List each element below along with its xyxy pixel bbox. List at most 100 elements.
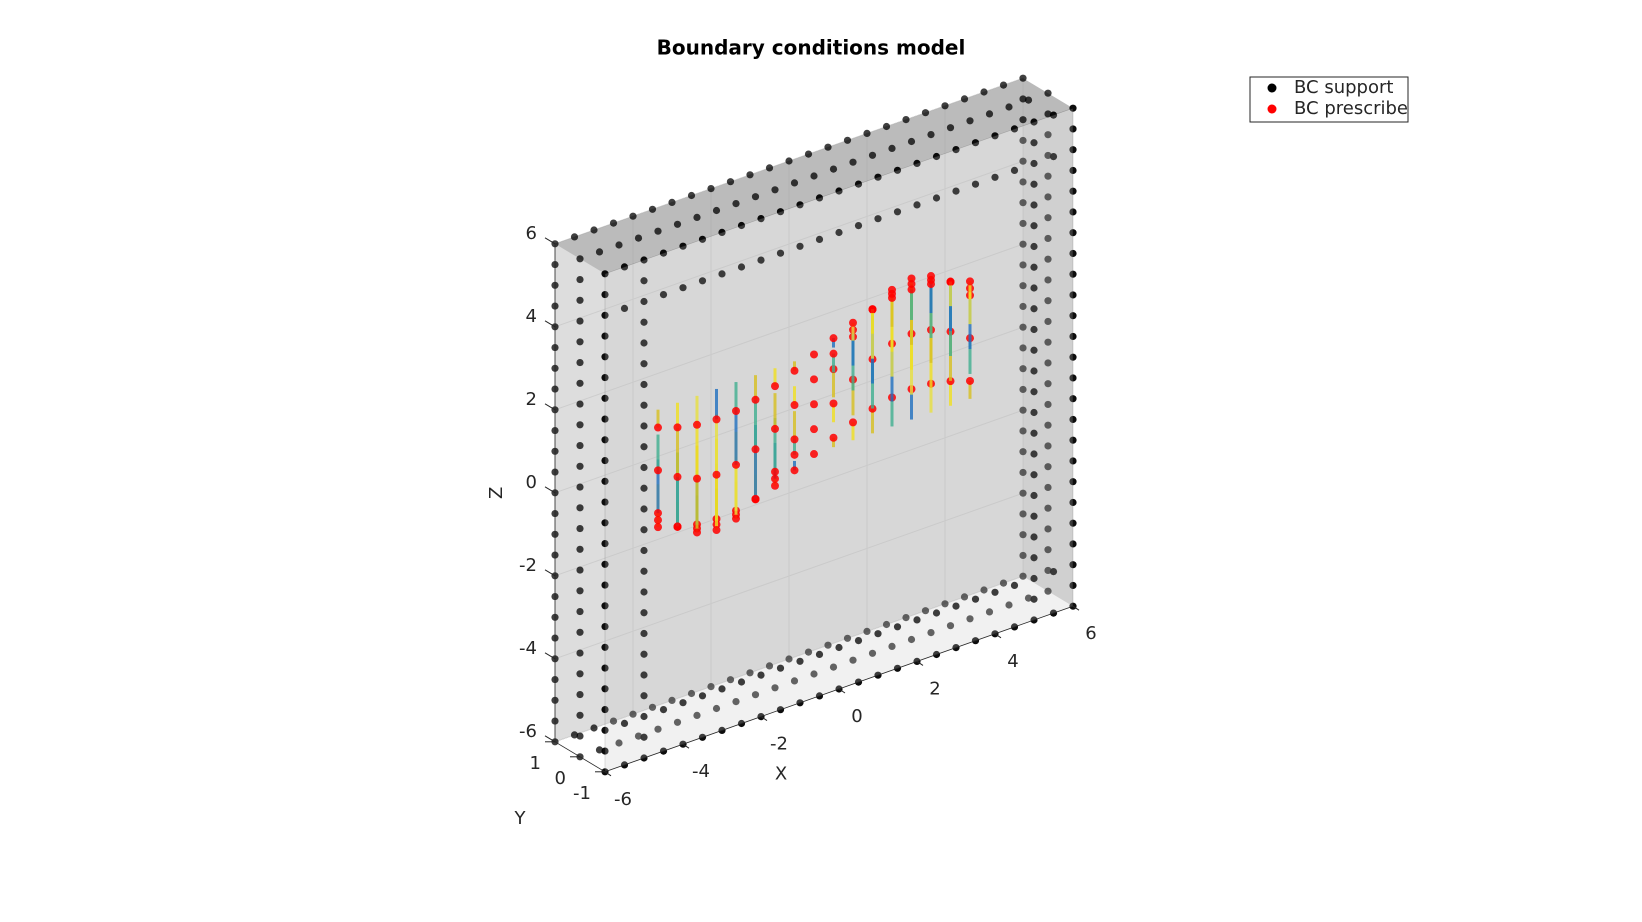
bc-support-point: [595, 248, 604, 256]
bc-support-point: [640, 526, 648, 534]
bc-support-point: [576, 587, 584, 595]
bc-support-point: [640, 712, 648, 721]
bc-prescribe-point: [712, 415, 721, 424]
bc-support-point: [829, 165, 838, 173]
bc-support-point: [601, 477, 609, 485]
bc-support-point: [1030, 367, 1038, 375]
bc-support-point: [634, 732, 643, 740]
x-tick: [1072, 605, 1080, 611]
bc-prescribe-point: [868, 305, 877, 314]
bc-support-point: [1030, 159, 1038, 168]
bc-support-point: [1044, 255, 1052, 263]
bc-prescribe-point: [654, 466, 662, 475]
bc-support-point: [927, 629, 935, 637]
bc-prescribe-point: [771, 382, 779, 391]
bc-prescribe-point: [673, 423, 682, 432]
z-tick-label: 0: [526, 472, 537, 493]
bc-support-point: [1069, 249, 1077, 258]
bc-support-point: [570, 731, 579, 739]
bc-support-point: [991, 173, 999, 181]
grid-line: [554, 492, 1024, 660]
bc-support-point: [640, 692, 648, 700]
bc-support-point: [640, 671, 648, 679]
bc-support-point: [576, 545, 584, 553]
chart-title: Boundary conditions model: [657, 36, 966, 60]
bc-support-point: [746, 669, 754, 677]
bc-support-point: [1030, 408, 1038, 417]
bc-support-point: [1019, 323, 1027, 331]
bc-support-point: [1030, 222, 1038, 230]
bc-support-point: [1069, 581, 1077, 590]
bc-prescribe-point: [673, 472, 682, 481]
bc-prescribe-point: [907, 279, 916, 288]
bc-support-point: [893, 208, 902, 216]
bc-support-point: [576, 338, 584, 346]
bc-support-point: [640, 339, 648, 347]
bc-prescribe-point: [790, 466, 799, 475]
bc-prescribe-point: [693, 528, 701, 537]
bc-support-point: [907, 635, 916, 644]
bc-support-point: [679, 242, 687, 250]
bc-support-point: [640, 443, 648, 451]
bc-support-point: [1069, 125, 1077, 133]
bc-support-point: [718, 685, 726, 693]
bc-prescribe-point: [654, 423, 662, 432]
bc-support-point: [1019, 572, 1027, 580]
bc-support-point: [601, 705, 609, 714]
bc-support-point: [771, 186, 779, 194]
bc-support-point: [640, 567, 648, 575]
bc-support-point: [1069, 146, 1077, 154]
bc-support-point: [576, 566, 584, 574]
bc-support-point: [601, 685, 609, 693]
bc-support-point: [1044, 214, 1052, 222]
z-tick-label: 6: [526, 223, 537, 244]
bc-support-point: [1044, 317, 1052, 326]
bc-support-point: [757, 215, 765, 223]
bc-support-point: [785, 655, 793, 663]
bc-support-point: [874, 173, 882, 181]
bc-support-point: [849, 656, 857, 664]
bc-support-point: [1069, 415, 1077, 424]
bc-support-point: [966, 615, 974, 623]
bc-prescribe-point: [868, 404, 877, 413]
bc-support-point: [1069, 353, 1077, 361]
z-tick: [544, 735, 556, 743]
bc-support-point: [1019, 551, 1027, 560]
bc-support-point: [601, 353, 609, 361]
bc-support-point: [640, 733, 648, 741]
bc-support-point: [1005, 103, 1013, 111]
bc-prescribe-point: [732, 406, 740, 415]
bc-support-point: [634, 234, 643, 242]
grid-line: [554, 409, 1024, 577]
bc-support-point: [815, 194, 824, 202]
x-tick: [994, 633, 1002, 639]
bc-prescribe-point: [829, 334, 838, 343]
y-tick-label: 0: [555, 768, 566, 789]
bc-support-point: [1069, 498, 1077, 507]
bc-support-point: [640, 463, 648, 472]
bc-support-point: [1024, 96, 1033, 104]
x-tick-label: 2: [929, 678, 940, 699]
bc-support-point: [698, 692, 707, 700]
bc-support-point: [1069, 270, 1077, 278]
bc-support-point: [601, 270, 609, 278]
bc-support-point: [1019, 468, 1027, 477]
grid-line: [554, 243, 1024, 411]
bc-prescribe-point: [946, 277, 955, 286]
bc-support-point: [1019, 219, 1027, 228]
bc-support-point: [1044, 234, 1052, 243]
bc-support-point: [654, 227, 662, 235]
bc-support-point: [732, 698, 740, 706]
bc-support-point: [601, 311, 609, 319]
bc-support-point: [1024, 594, 1033, 602]
bc-support-point: [698, 277, 707, 285]
bc-support-point: [590, 226, 598, 234]
bc-support-point: [576, 358, 584, 367]
bc-support-point: [927, 131, 935, 139]
bc-prescribe-point: [907, 274, 916, 283]
bc-prescribe-point: [849, 318, 857, 327]
z-tick-label: 2: [526, 389, 537, 410]
z-tick: [544, 403, 556, 411]
bc-support-point: [1019, 199, 1027, 207]
